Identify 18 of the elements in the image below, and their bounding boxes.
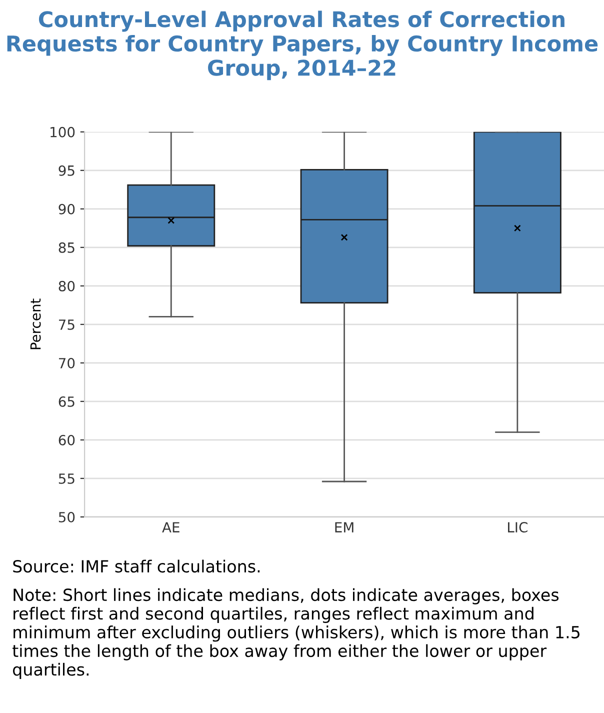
y-tick-label: 85 [58,242,74,253]
y-tick-label: 95 [58,165,74,176]
y-tick-label: 50 [58,512,75,522]
y-tick-label: 55 [58,474,74,484]
y-tick-label: 65 [58,396,74,407]
y-tick-label: 70 [59,358,75,368]
y-axis-title: Percent [30,298,41,350]
source-note: Source: IMF staff calculations. [13,560,260,573]
y-tick-label: 80 [58,280,75,292]
y-tick-label: 100 [50,126,75,138]
chart-title: Country-Level Approval Rates of Correction Requests for Country Papers, by Country Income Group, 2014–22 [7,10,598,80]
x-tick-label: LIC [508,522,528,533]
y-tick-label: 90 [58,204,75,214]
y-tick-label: 75 [59,320,74,330]
text: Note: Short lines indicate medians, dots indicate averages, boxes reflect first and second quartiles, ranges reflect maximum and minimum after excluding outliers (whiskers), which is more than 1.5 times the length of the box away from either the lower or upper quartiles. [12,588,580,680]
y-tick-label: 60 [58,434,75,446]
x-tick-label: AE [162,522,180,532]
x-tick-label: EM [335,522,354,532]
